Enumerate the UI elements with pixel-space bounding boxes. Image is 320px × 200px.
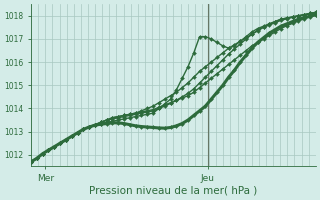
- X-axis label: Pression niveau de la mer( hPa ): Pression niveau de la mer( hPa ): [89, 186, 258, 196]
